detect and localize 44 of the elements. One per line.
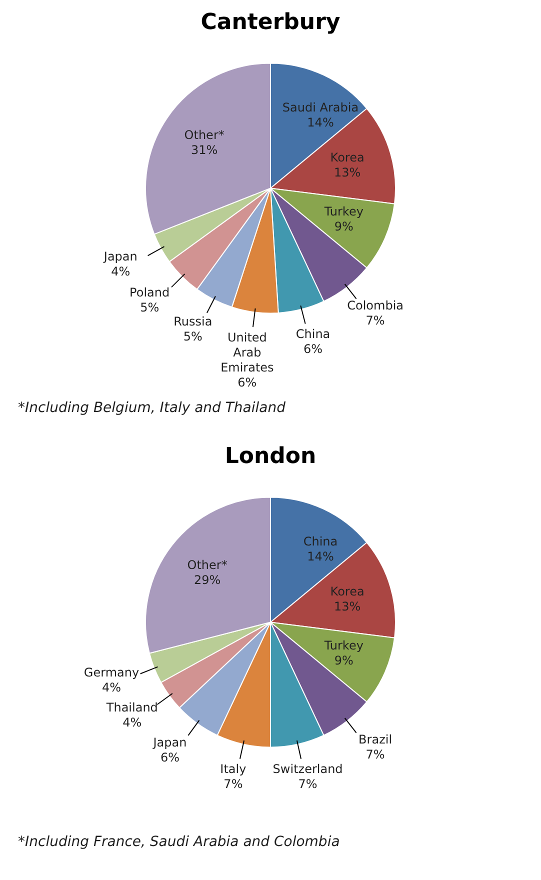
data-label: 7%: [298, 776, 318, 791]
data-label: 7%: [224, 776, 243, 791]
slice-label: Thailand: [105, 700, 158, 714]
slice-label: Japan: [102, 249, 138, 264]
data-label: 6%: [160, 750, 180, 764]
data-label: 31%: [191, 142, 218, 157]
text: *Including France, Saudi Arabia and Colombia: [17, 834, 341, 852]
slice-label: China: [303, 534, 338, 548]
data-label: 5%: [140, 300, 160, 314]
slice-label: Russia: [174, 314, 212, 328]
data-label: 7%: [366, 313, 385, 328]
text: *Including Belgium, Italy and Thailand: [17, 400, 286, 418]
slice-label: Japan: [152, 735, 187, 750]
slice-label: Poland: [130, 285, 170, 300]
data-label: 4%: [111, 264, 130, 278]
data-label: 13%: [334, 600, 361, 614]
slice-label: Germany: [84, 665, 140, 680]
data-label: 14%: [307, 549, 334, 564]
slice-label: China: [296, 326, 330, 341]
slice-label: Other*: [184, 128, 224, 142]
slice-label: Italy: [220, 762, 246, 776]
chart-title: Canterbury: [200, 10, 340, 35]
slice-label: Korea: [330, 584, 364, 599]
slice-label: Turkey: [323, 638, 364, 653]
chart-title: London: [224, 444, 316, 469]
data-label: 9%: [334, 654, 354, 668]
data-label: 29%: [194, 572, 221, 587]
data-label: 7%: [366, 747, 385, 762]
slice-label: Other*: [187, 558, 228, 572]
slice-label: Korea: [330, 150, 364, 165]
slice-label: Switzerland: [272, 762, 343, 776]
slice-label: Colombia: [347, 298, 404, 312]
data-label: 4%: [122, 715, 142, 730]
data-label: 6%: [238, 375, 257, 390]
slice-label: Saudi Arabia: [282, 100, 359, 114]
data-label: 4%: [102, 680, 122, 694]
slice-label: United Arab Emirates: [220, 330, 274, 374]
data-label: 9%: [334, 220, 354, 234]
slice-label: Brazil: [358, 732, 392, 746]
slice-label: Turkey: [323, 204, 364, 219]
data-label: 14%: [307, 115, 334, 130]
data-label: 13%: [334, 166, 361, 180]
data-label: 5%: [183, 329, 202, 344]
data-label: 6%: [304, 342, 323, 356]
